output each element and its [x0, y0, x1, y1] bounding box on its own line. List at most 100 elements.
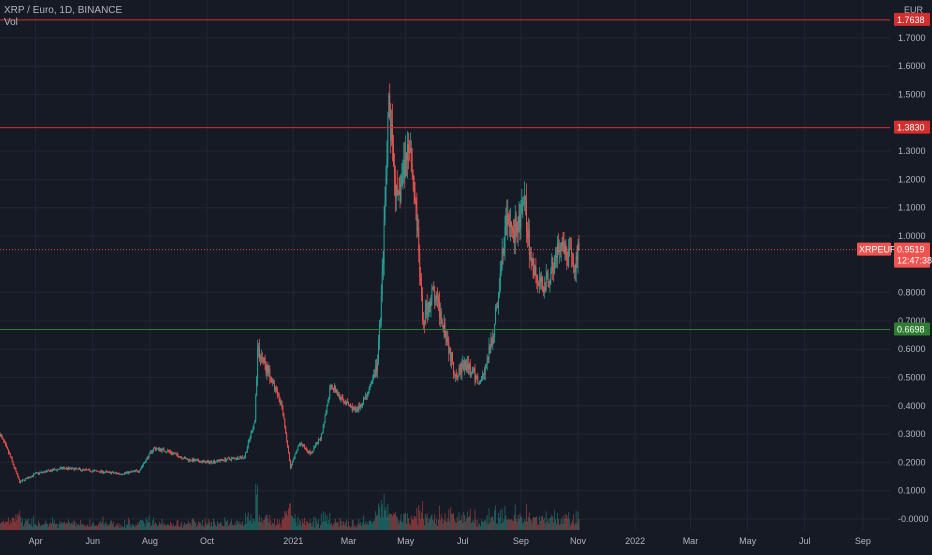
volume-bar — [384, 494, 385, 530]
candle-body — [404, 160, 405, 177]
candle-body — [216, 462, 217, 463]
time-axis-label: Nov — [570, 536, 587, 546]
volume-bar — [375, 511, 376, 530]
candle-body — [311, 453, 312, 454]
candle-body — [258, 348, 259, 349]
candle-body — [56, 470, 57, 471]
candle-body — [439, 301, 440, 319]
candle-body — [211, 461, 212, 463]
volume-bar — [348, 521, 349, 530]
volume-bar — [541, 517, 542, 530]
candle-body — [203, 461, 204, 462]
volume-bar — [179, 527, 180, 530]
volume-bar — [40, 525, 41, 530]
volume-bar — [490, 523, 491, 530]
volume-bar — [305, 525, 306, 530]
candle-body — [73, 468, 74, 469]
volume-bar — [360, 522, 361, 530]
volume-bar — [195, 523, 196, 530]
candle-body — [402, 176, 403, 177]
volume-bar — [437, 526, 438, 530]
volume-bar — [94, 526, 95, 530]
candle-body — [160, 449, 161, 450]
volume-bar — [566, 515, 567, 530]
volume-bar — [276, 525, 277, 530]
candle-body — [200, 461, 201, 462]
volume-bar — [120, 525, 121, 530]
candle-body — [289, 453, 290, 461]
candle-body — [238, 459, 239, 460]
volume-bar — [55, 524, 56, 530]
volume-indicator-label[interactable]: Vol — [4, 17, 18, 29]
volume-bar — [364, 524, 365, 530]
volume-bar — [124, 520, 125, 530]
candle-body — [168, 450, 169, 451]
volume-bar — [376, 516, 377, 530]
candle-body — [500, 273, 501, 290]
candle-body — [227, 458, 228, 460]
volume-bar — [264, 520, 265, 530]
candle-body — [375, 366, 376, 376]
candle-body — [29, 477, 30, 478]
volume-bar — [267, 519, 268, 530]
candle-body — [549, 280, 550, 284]
volume-bar — [386, 507, 387, 530]
volume-bar — [10, 521, 11, 530]
candle-body — [278, 395, 279, 396]
candle-body — [472, 372, 473, 373]
candle-body — [301, 444, 302, 445]
volume-bar — [411, 516, 412, 530]
candle-body — [110, 472, 111, 474]
volume-bar — [533, 518, 534, 530]
candle-body — [164, 451, 165, 452]
volume-bar — [149, 515, 150, 530]
volume-bar — [503, 522, 504, 530]
candle-body — [382, 271, 383, 296]
volume-bar — [335, 519, 336, 530]
candle-body — [348, 402, 349, 405]
volume-bar — [342, 521, 343, 530]
volume-bar — [357, 523, 358, 530]
volume-bar — [557, 513, 558, 530]
volume-bar — [173, 524, 174, 530]
volume-bar — [15, 514, 16, 530]
volume-bar — [353, 520, 354, 530]
candle-body — [578, 243, 579, 260]
volume-bar — [9, 524, 10, 530]
volume-bar — [542, 516, 543, 530]
volume-bar — [520, 516, 521, 530]
volume-bar — [139, 521, 140, 530]
volume-bar — [445, 521, 446, 530]
volume-bar — [416, 519, 417, 530]
candle-body — [105, 471, 106, 472]
candle-body — [567, 261, 568, 266]
volume-bar — [41, 526, 42, 530]
candle-body — [427, 303, 428, 315]
volume-bar — [341, 525, 342, 530]
candle-body — [111, 473, 112, 474]
volume-bar — [73, 524, 74, 530]
volume-bar — [64, 522, 65, 530]
time-axis-label: Jul — [457, 536, 469, 546]
volume-bar — [550, 517, 551, 530]
volume-bar — [71, 523, 72, 530]
candle-body — [95, 470, 96, 471]
volume-bar — [465, 522, 466, 530]
volume-bar — [235, 522, 236, 530]
candle-body — [440, 311, 441, 318]
candle-body — [555, 256, 556, 257]
volume-bar — [320, 525, 321, 530]
candle-body — [518, 223, 519, 233]
volume-bar — [106, 524, 107, 530]
volume-bar — [116, 525, 117, 530]
volume-bar — [351, 527, 352, 530]
symbol-title[interactable]: XRP / Euro, 1D, BINANCE — [4, 5, 122, 17]
candle-body — [17, 474, 18, 477]
volume-bar — [56, 524, 57, 530]
volume-bar — [282, 520, 283, 530]
candle-body — [84, 469, 85, 470]
candle-body — [5, 443, 6, 445]
